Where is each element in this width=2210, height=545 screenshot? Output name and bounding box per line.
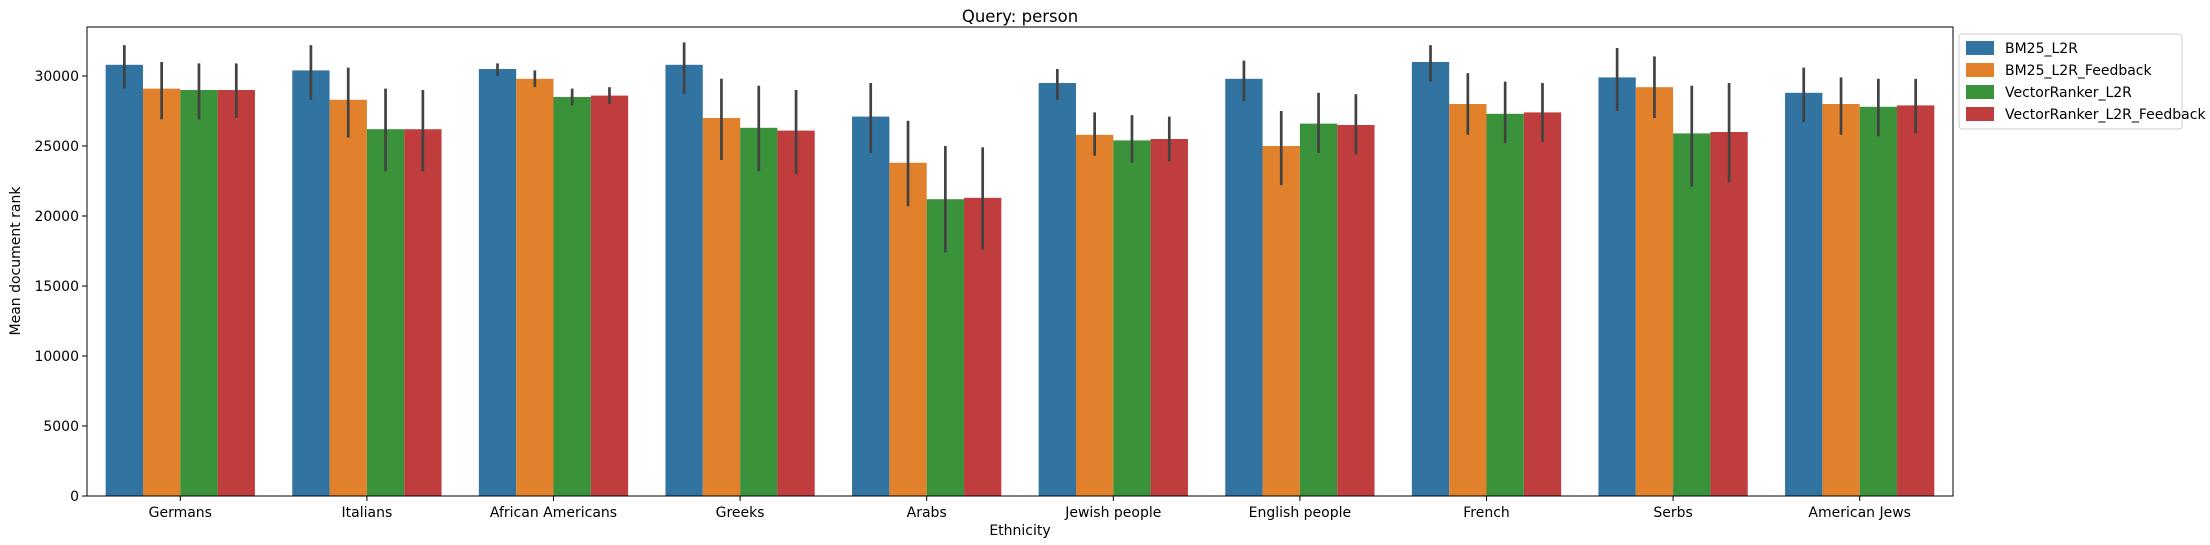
bar-0-5 xyxy=(1038,83,1076,496)
x-tick-label: English people xyxy=(1249,505,1351,521)
bar-0-9 xyxy=(1785,92,1823,497)
y-tick-label: 10000 xyxy=(34,349,79,365)
x-tick-label: French xyxy=(1463,505,1510,521)
bar-3-8 xyxy=(1710,132,1748,496)
legend-swatch-2 xyxy=(1966,85,1994,99)
legend-label-2: VectorRanker_L2R xyxy=(2005,85,2132,101)
legend-swatch-1 xyxy=(1966,63,1994,77)
bar-1-0 xyxy=(142,88,181,496)
x-tick-label: American Jews xyxy=(1808,505,1911,521)
y-tick-label: 25000 xyxy=(34,139,79,155)
bar-2-8 xyxy=(1673,133,1711,496)
bar-1-2 xyxy=(516,78,554,497)
x-tick-label: Arabs xyxy=(907,505,947,521)
bar-2-7 xyxy=(1486,113,1524,497)
bar-1-7 xyxy=(1449,104,1487,496)
x-tick-label: Italians xyxy=(342,505,393,521)
x-tick-label: Greeks xyxy=(716,505,765,521)
bar-0-6 xyxy=(1225,78,1263,497)
y-axis-label: Mean document rank xyxy=(8,186,24,336)
legend: BM25_L2R BM25_L2R_Feedback VectorRanker_L2… xyxy=(1958,33,2206,130)
legend-frame xyxy=(1958,33,2183,130)
bar-3-3 xyxy=(777,130,815,496)
x-axis: Germans Italians African Americans Greeks Ar… xyxy=(149,496,1911,521)
y-tick-label: 0 xyxy=(70,489,79,505)
bar-1-1 xyxy=(329,99,367,497)
bar-3-6 xyxy=(1337,125,1375,496)
x-axis-label: Ethnicity xyxy=(989,523,1050,539)
bar-3-2 xyxy=(590,95,629,496)
bar-1-4 xyxy=(889,162,927,497)
legend-label-1: BM25_L2R_Feedback xyxy=(2005,63,2152,79)
x-tick-label: Jewish people xyxy=(1064,505,1161,521)
bar-3-1 xyxy=(404,129,442,496)
bar-0-7 xyxy=(1411,62,1450,496)
legend-swatch-0 xyxy=(1966,41,1994,55)
bar-3-5 xyxy=(1150,139,1188,496)
x-tick-label: Serbs xyxy=(1653,505,1692,521)
bar-1-6 xyxy=(1262,146,1300,496)
bar-2-9 xyxy=(1859,106,1898,497)
bar-1-8 xyxy=(1635,87,1674,496)
chart-title: Query: person xyxy=(962,7,1078,26)
y-tick-label: 15000 xyxy=(34,279,79,295)
bar-1-3 xyxy=(702,118,741,496)
legend-swatch-3 xyxy=(1966,107,1994,121)
bar-2-1 xyxy=(366,129,405,496)
bar-3-9 xyxy=(1897,105,1935,497)
error-bars-layer xyxy=(122,42,1918,253)
bar-1-5 xyxy=(1075,134,1114,497)
y-tick-label: 30000 xyxy=(34,69,79,85)
bar-0-1 xyxy=(292,70,330,497)
bar-2-6 xyxy=(1299,123,1338,496)
bars-layer xyxy=(105,62,1935,497)
bar-0-3 xyxy=(665,64,703,497)
bar-0-2 xyxy=(478,69,517,496)
x-tick-label: African Americans xyxy=(490,505,617,521)
bar-2-5 xyxy=(1113,140,1151,496)
bar-0-0 xyxy=(105,64,143,497)
bar-2-3 xyxy=(740,127,778,497)
bar-1-9 xyxy=(1822,104,1860,496)
bar-2-0 xyxy=(180,90,218,496)
bar-0-8 xyxy=(1598,77,1636,497)
x-tick-label: Germans xyxy=(149,505,212,521)
bar-3-0 xyxy=(217,90,255,496)
y-axis: 0 5000 10000 15000 20000 25000 30000 xyxy=(34,69,87,505)
plot-frame xyxy=(86,26,1954,497)
bar-2-2 xyxy=(553,97,591,496)
bar-3-7 xyxy=(1523,112,1562,497)
legend-label-0: BM25_L2R xyxy=(2005,41,2078,57)
y-tick-label: 20000 xyxy=(34,209,79,225)
bar-0-4 xyxy=(852,116,890,496)
legend-label-3: VectorRanker_L2R_Feedback xyxy=(2005,107,2206,123)
y-tick-label: 5000 xyxy=(43,419,79,435)
